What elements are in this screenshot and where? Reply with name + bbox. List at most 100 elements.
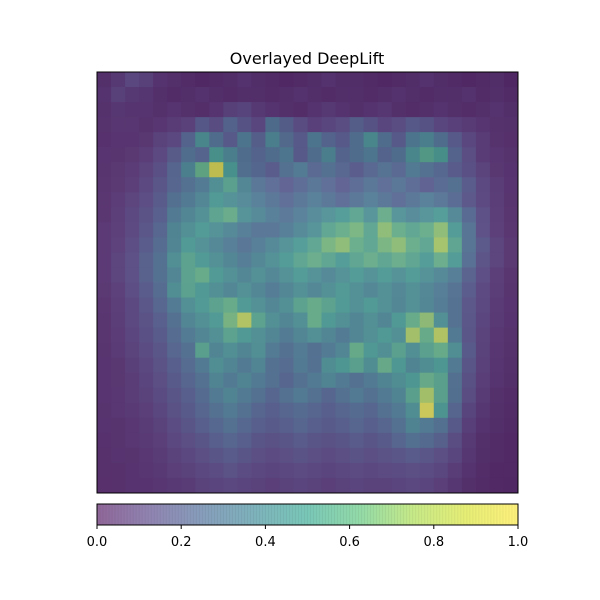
- heatmap-cell: [475, 342, 491, 359]
- heatmap-cell: [489, 252, 505, 268]
- heatmap-cell: [321, 177, 337, 193]
- heatmap-cell: [489, 132, 505, 148]
- heatmap-cell: [265, 87, 280, 103]
- heatmap-cell: [349, 297, 365, 314]
- heatmap-cell: [377, 372, 393, 389]
- heatmap-cell: [97, 417, 112, 434]
- heatmap-cell: [209, 447, 224, 464]
- heatmap-cell: [97, 312, 112, 329]
- heatmap-cell: [237, 222, 252, 238]
- heatmap-cell: [377, 297, 393, 314]
- heatmap-cell: [181, 327, 196, 344]
- heatmap-cell: [251, 462, 266, 479]
- heatmap-cell: [125, 342, 140, 359]
- heatmap-cell: [489, 327, 505, 344]
- heatmap-cell: [195, 72, 210, 88]
- heatmap-cell: [181, 387, 196, 404]
- heatmap-cell: [419, 462, 435, 479]
- colorbar-frame: [96, 503, 519, 526]
- heatmap-cell: [209, 462, 224, 479]
- heatmap-cell: [139, 132, 154, 148]
- heatmap-cell: [321, 327, 337, 344]
- heatmap-cell: [237, 342, 252, 359]
- heatmap-cell: [321, 72, 337, 88]
- heatmap-cell: [237, 282, 252, 299]
- heatmap-cell: [321, 342, 337, 359]
- heatmap-cell: [419, 357, 435, 374]
- heatmap-cell: [321, 222, 337, 238]
- heatmap-cell: [195, 417, 210, 434]
- heatmap-cell: [167, 447, 182, 464]
- heatmap-cell: [405, 432, 421, 449]
- heatmap-cell: [363, 402, 379, 419]
- heatmap-cell: [97, 237, 112, 253]
- heatmap-cell: [125, 462, 140, 479]
- heatmap-cell: [391, 117, 407, 133]
- heatmap-cell: [181, 402, 196, 419]
- heatmap-cell: [111, 252, 126, 268]
- heatmap-cell: [419, 177, 435, 193]
- heatmap-cell: [139, 312, 154, 329]
- heatmap-cell: [111, 117, 126, 133]
- heatmap-cell: [349, 312, 365, 329]
- heatmap-cell: [153, 192, 168, 208]
- heatmap-cell: [321, 162, 337, 178]
- heatmap-cell: [153, 87, 168, 103]
- heatmap-cell: [503, 207, 519, 223]
- heatmap-cell: [447, 117, 463, 133]
- heatmap-cell: [461, 357, 477, 374]
- heatmap-cell: [391, 357, 407, 374]
- heatmap-cell: [335, 327, 351, 344]
- heatmap-cell: [293, 87, 308, 103]
- heatmap-cell: [503, 222, 519, 238]
- heatmap-cell: [433, 87, 449, 103]
- heatmap-cell: [293, 432, 308, 449]
- heatmap-cell: [461, 207, 477, 223]
- heatmap-cell: [209, 267, 224, 283]
- heatmap-cell: [125, 327, 140, 344]
- colorbar-tick-label: 0.6: [339, 535, 360, 550]
- heatmap-cell: [223, 147, 238, 163]
- heatmap-cell: [265, 252, 280, 268]
- heatmap-cell: [167, 192, 182, 208]
- heatmap-cell: [349, 417, 365, 434]
- heatmap-cell: [321, 102, 337, 118]
- heatmap-cell: [209, 402, 224, 419]
- heatmap-cell: [265, 177, 280, 193]
- heatmap-cell: [153, 117, 168, 133]
- heatmap-cell: [307, 402, 323, 419]
- heatmap-cell: [223, 402, 238, 419]
- heatmap-cell: [223, 432, 238, 449]
- heatmap-cell: [153, 432, 168, 449]
- heatmap-cell: [461, 222, 477, 238]
- heatmap-cell: [307, 222, 323, 238]
- heatmap-cell: [461, 282, 477, 299]
- heatmap-cell: [447, 132, 463, 148]
- heatmap-cell: [447, 162, 463, 178]
- heatmap-cell: [209, 372, 224, 389]
- heatmap-cell: [125, 432, 140, 449]
- heatmap-cell: [363, 162, 379, 178]
- heatmap-cell: [419, 447, 435, 464]
- heatmap-cell: [461, 162, 477, 178]
- heatmap-cell: [307, 237, 323, 253]
- heatmap-cell: [377, 447, 393, 464]
- heatmap-cell: [139, 372, 154, 389]
- heatmap-cell: [419, 87, 435, 103]
- heatmap-cell: [153, 447, 168, 464]
- heatmap-cell: [237, 237, 252, 253]
- heatmap-cell: [111, 87, 126, 103]
- heatmap-cell: [111, 207, 126, 223]
- heatmap-cell: [111, 72, 126, 88]
- heatmap-cell: [279, 132, 294, 148]
- heatmap-cell: [125, 237, 140, 253]
- heatmap-cell: [307, 147, 323, 163]
- heatmap-cell: [153, 477, 168, 494]
- heatmap-cell: [209, 417, 224, 434]
- heatmap-cell: [293, 477, 308, 494]
- heatmap-cell: [503, 282, 519, 299]
- heatmap-cell: [223, 117, 238, 133]
- heatmap-cell: [489, 162, 505, 178]
- heatmap-cell: [195, 102, 210, 118]
- heatmap-cell: [251, 222, 266, 238]
